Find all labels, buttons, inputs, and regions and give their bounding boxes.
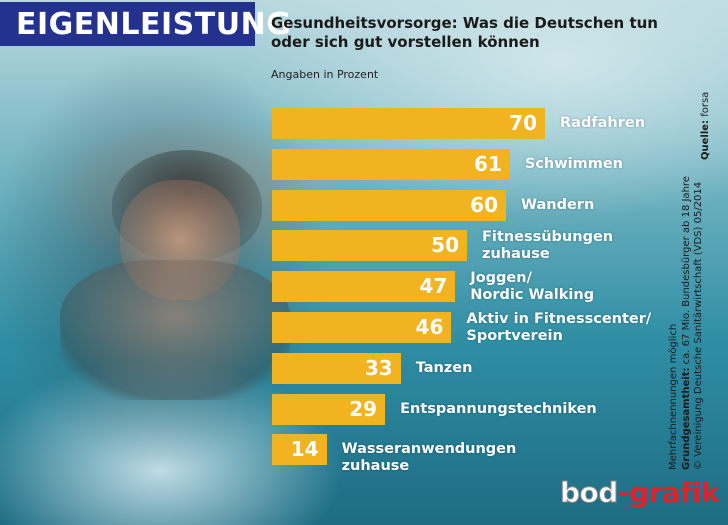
bar	[272, 434, 327, 466]
population-note: Grundgesamtheit: ca. 67 Mio. Bundesbürge…	[681, 176, 694, 470]
category-label-line: Wandern	[521, 196, 595, 213]
bar-value-label: 50	[431, 233, 459, 258]
bar-value-label: 14	[290, 437, 319, 462]
bar	[272, 312, 452, 343]
bar	[272, 230, 467, 262]
category-label-line: Radfahren	[560, 115, 646, 131]
category-label-line: zuhause	[482, 245, 550, 262]
category-label: Tanzen	[416, 360, 616, 377]
bar	[272, 148, 510, 180]
swimmer-body-shape	[60, 260, 290, 400]
bar-value-label: 47	[419, 274, 448, 299]
category-label: Wandern	[521, 197, 721, 214]
bar	[272, 352, 401, 384]
category-label-line: Entspannungstechniken	[400, 400, 597, 417]
unit-note: Angaben in Prozent	[271, 68, 379, 81]
category-label-line: Schwimmen	[524, 155, 623, 172]
bar-value-label: 70	[509, 111, 537, 135]
bar-value-label: 46	[415, 315, 444, 339]
chart-title: Gesundheitsvorsorge: Was die Deutschen t…	[271, 14, 658, 51]
header-badge-text: EIGENLEISTUNG	[16, 6, 292, 42]
side-notes: Mehrfachnennungen möglich Grundgesamthei…	[668, 176, 706, 470]
category-label-line: Sportverein	[466, 327, 563, 344]
category-label: Radfahren	[560, 115, 728, 132]
category-label-line: Aktiv in Fitnesscenter/	[466, 310, 652, 327]
bar	[272, 189, 506, 221]
header-badge: EIGENLEISTUNG	[0, 2, 291, 46]
category-label: Fitnessübungen zuhause	[482, 229, 682, 263]
population-label: Grundgesamtheit:	[680, 367, 692, 471]
category-label-line: Joggen/	[470, 269, 532, 286]
category-label: Schwimmen	[525, 156, 725, 173]
category-label-line: Wasseranwendungen zuhause	[341, 441, 517, 475]
bar-value-label: 61	[474, 151, 502, 176]
bar	[272, 108, 545, 139]
category-label-line: Nordic Walking	[470, 286, 595, 303]
category-label: Aktiv in Fitnesscenter/Sportverein	[466, 311, 666, 345]
logo-part1: bod	[560, 476, 619, 510]
copyright-note: © Vereinigung Deutsche Sanitärwirtschaft…	[693, 181, 704, 470]
category-label: Wasseranwendungen zuhause	[342, 441, 542, 475]
logo-part2: -grafik	[617, 476, 720, 509]
multiple-answers-note: Mehrfachnennungen möglich	[668, 323, 679, 470]
source-label: Quelle:	[700, 119, 711, 160]
bar	[272, 271, 456, 303]
category-label: Entspannungstechniken	[400, 401, 600, 418]
category-label: Joggen/Nordic Walking	[470, 270, 670, 304]
bar	[272, 393, 386, 425]
population-text: ca. 67 Mio. Bundesbürger ab 18 Jahre	[680, 176, 692, 368]
logo: bod-grafik	[560, 476, 720, 510]
bar-value-label: 33	[364, 355, 393, 380]
bar-value-label: 29	[349, 396, 378, 421]
source-note: Quelle: forsa	[700, 92, 711, 160]
source-text: forsa	[700, 91, 711, 120]
category-label-line: Tanzen	[415, 359, 473, 376]
bar-value-label: 60	[470, 192, 498, 217]
category-label-line: Fitnessübungen	[482, 228, 614, 245]
